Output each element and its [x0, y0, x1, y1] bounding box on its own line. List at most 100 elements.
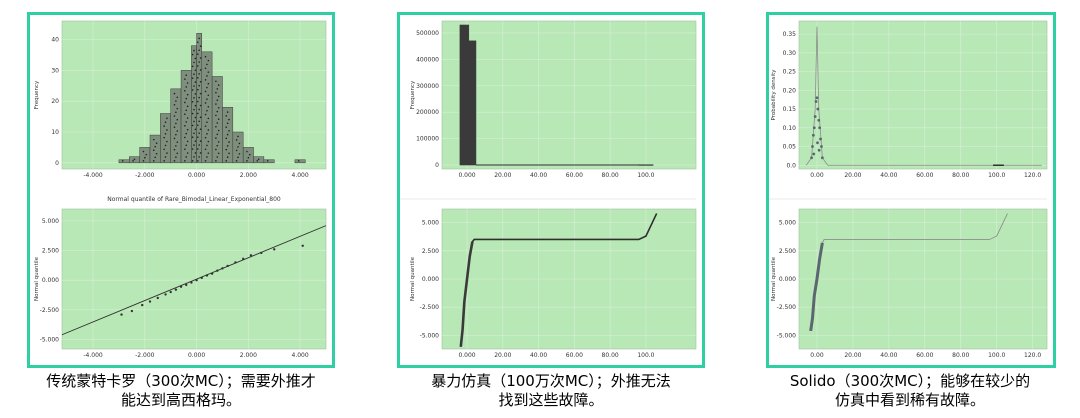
- histogram-dot: [155, 142, 158, 144]
- histogram-bar: [263, 159, 275, 164]
- caption-brute-force: 暴力仿真（100万次MC）；外推无法 找到这些故障。: [372, 372, 730, 410]
- histogram-dot: [204, 79, 207, 81]
- y-tick-label: 5.000: [779, 220, 796, 227]
- x-tick-label: 0.000: [188, 172, 205, 179]
- y-tick-label: 5.000: [422, 220, 439, 227]
- histogram-dot: [256, 160, 259, 162]
- histogram-dot: [185, 121, 188, 123]
- y-tick-label: 5.000: [42, 218, 59, 225]
- quantile-point: [260, 251, 263, 255]
- quantile-point: [210, 272, 214, 275]
- histogram-dot: [152, 138, 155, 141]
- x-tick-label: 20.00: [844, 352, 861, 359]
- histogram-dot: [184, 136, 186, 139]
- histogram-dot: [185, 144, 188, 147]
- sample-point: [814, 100, 818, 103]
- histogram-dot: [198, 120, 200, 123]
- histogram-dot: [194, 152, 197, 154]
- histogram-dot: [193, 97, 195, 99]
- top-plot-area: [798, 20, 1048, 170]
- histogram-dot: [196, 65, 199, 67]
- histogram-dot: [199, 80, 202, 83]
- histogram-dot: [235, 139, 238, 141]
- histogram-dot: [193, 108, 195, 111]
- histogram-dot: [193, 120, 195, 123]
- histogram-dot: [166, 152, 168, 154]
- x-tick-label: 120.0: [1024, 172, 1041, 179]
- quantile-point: [130, 309, 134, 313]
- sample-point: [819, 137, 822, 141]
- histogram-dot: [207, 152, 210, 154]
- y-tick-label: 0.0: [786, 162, 796, 169]
- histogram-dot: [163, 136, 165, 139]
- histogram-dot: [204, 160, 207, 162]
- histogram-dot: [196, 77, 199, 79]
- histogram-dot: [246, 160, 248, 162]
- y-tick-label: 0.000: [422, 276, 439, 283]
- quantile-point: [273, 248, 276, 251]
- x-tick-label: 20.00: [494, 352, 511, 359]
- histogram-dot: [217, 141, 220, 143]
- histogram-dot: [173, 103, 176, 106]
- histogram-dot: [186, 140, 189, 143]
- histogram-dot: [173, 92, 176, 95]
- chart-solido: 0.00 20.00 40.00 60.00 80.00 100.0 120.0 0.0 0.0…: [769, 20, 1048, 359]
- sample-point: [816, 107, 820, 111]
- histogram-dot: [206, 133, 208, 135]
- histogram-dot: [186, 93, 189, 96]
- histogram-dot: [193, 49, 195, 52]
- histogram-dot: [184, 78, 186, 80]
- histogram-dot: [185, 156, 188, 158]
- histogram-dot: [173, 160, 176, 162]
- x-tick-label: 60.00: [916, 172, 933, 179]
- x-tick-label: 80.00: [602, 172, 619, 179]
- histogram-dot: [184, 148, 186, 150]
- histogram-dot: [216, 88, 219, 90]
- histogram-dot: [215, 125, 217, 128]
- histogram-dot: [191, 77, 194, 79]
- histogram-dot: [199, 69, 202, 71]
- histogram-dot: [155, 152, 158, 155]
- sample-point: [816, 141, 819, 145]
- x-tick-label: -2.000: [135, 352, 155, 359]
- histogram-dot: [225, 126, 228, 128]
- histogram-dot: [198, 37, 200, 40]
- histogram-dot: [217, 107, 220, 109]
- x-tick-label: 0.000: [458, 352, 475, 359]
- histogram-dot: [207, 106, 210, 108]
- histogram-dot: [163, 125, 165, 127]
- x-tick-label: 40.00: [530, 352, 547, 359]
- x-tick-label: 100.0: [637, 172, 654, 179]
- histogram-dot: [142, 160, 145, 162]
- histogram-dot: [194, 104, 197, 107]
- sample-point: [813, 115, 817, 118]
- histogram-dot: [176, 130, 179, 132]
- caption-line-2: 能达到高西格玛。: [120, 391, 241, 409]
- histogram-dot: [215, 91, 217, 94]
- histogram-dot: [204, 102, 207, 104]
- histogram-dot: [196, 148, 199, 150]
- quantile-point: [185, 283, 188, 287]
- sample-point: [812, 152, 816, 156]
- histogram-dot: [237, 156, 239, 159]
- histogram-dot: [228, 141, 230, 143]
- histogram-dot: [196, 88, 199, 91]
- sample-point: [810, 156, 813, 160]
- histogram-dot: [199, 104, 202, 107]
- histogram-dot: [191, 89, 194, 91]
- caption-line-1: 传统蒙特卡罗（300次MC）；需要外推才: [46, 372, 316, 390]
- y-tick-label: 20: [51, 98, 59, 105]
- y-tick-label: 0.000: [779, 276, 796, 283]
- density-curve: [805, 26, 1042, 166]
- histogram-dot: [199, 92, 202, 95]
- histogram-dot: [193, 156, 195, 158]
- quantile-point: [195, 278, 198, 282]
- histogram-dot: [191, 124, 194, 127]
- histogram-dot: [215, 80, 217, 83]
- x-tick-label: 100.0: [988, 352, 1005, 359]
- histogram-bar: [149, 134, 161, 164]
- histogram-dot: [204, 67, 207, 70]
- histogram-dot: [196, 100, 199, 103]
- sample-point: [817, 148, 821, 152]
- histogram-dot: [204, 125, 207, 127]
